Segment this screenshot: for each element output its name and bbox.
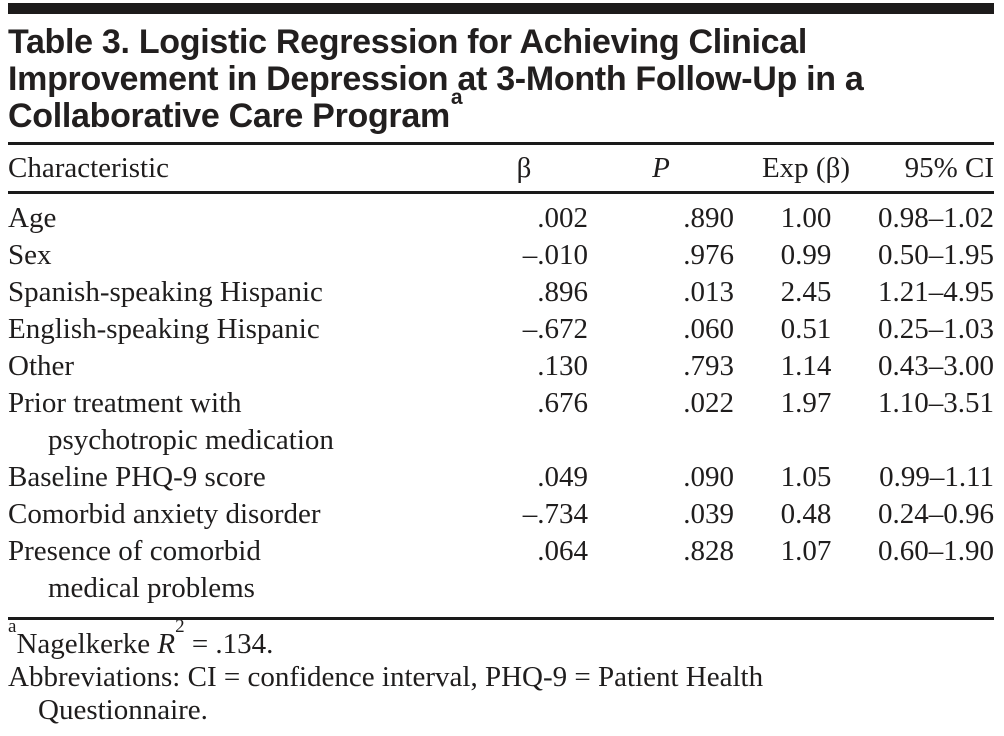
row-label: English-speaking Hispanic [8,313,320,345]
header-characteristic: Characteristic [8,151,170,184]
row-label-line-1: Presence of comorbid [8,535,261,567]
table-top-bar [8,3,994,14]
row-p-value: .793 [683,350,734,382]
footnote-text: Nagelkerke [16,628,158,660]
table-row: Presence of comorbid medical problems .0… [8,533,994,611]
row-95-ci: 1.21–4.95 [878,276,994,308]
row-95-ci: 0.25–1.03 [878,313,994,345]
row-beta: .002 [537,202,588,234]
row-p-value: .060 [683,313,734,345]
row-label: Spanish-speaking Hispanic [8,276,323,308]
table-header-row: Characteristic β P Exp (β) 95% CI [8,145,994,191]
table-title-footnote-marker: a [450,85,463,109]
table-row: Age .002 .890 1.00 0.98–1.02 [8,194,994,237]
row-exp-beta: 1.05 [780,461,832,493]
row-p-value: .976 [683,239,734,271]
table-title-line-1: Table 3. Logistic Regression for Achievi… [8,23,807,61]
regression-table-body: Age .002 .890 1.00 0.98–1.02 Sex –.010 .… [8,194,994,611]
row-exp-beta: 0.99 [780,239,832,271]
table-row: Baseline PHQ-9 score .049 .090 1.05 0.99… [8,459,994,496]
table-row: Spanish-speaking Hispanic .896 .013 2.45… [8,274,994,311]
row-exp-beta: 1.14 [780,350,832,382]
row-95-ci: 1.10–3.51 [878,387,994,419]
row-beta: .130 [537,350,588,382]
row-label: Sex [8,239,52,271]
row-p-value: .828 [683,535,734,567]
table-row: English-speaking Hispanic –.672 .060 0.5… [8,311,994,348]
row-label-line-2: medical problems [48,572,255,604]
table-title-line-3: Collaborative Care Programa [8,87,994,135]
table-row: Other .130 .793 1.14 0.43–3.00 [8,348,994,385]
row-p-value: .013 [683,276,734,308]
row-95-ci: 0.24–0.96 [878,498,994,530]
rule-above-footnotes [8,617,994,620]
table-title-line-3-text: Collaborative Care Program [8,97,450,135]
header-p-value: P [652,151,670,184]
row-p-value: .890 [683,202,734,234]
table-row: Sex –.010 .976 0.99 0.50–1.95 [8,237,994,274]
rule-below-header [8,191,994,194]
rule-below-title [8,142,994,145]
table-title: Table 3. Logistic Regression for Achievi… [8,24,994,135]
r-squared-exponent: 2 [175,616,185,638]
table-row: Prior treatment with psychotropic medica… [8,385,994,459]
row-exp-beta: 1.00 [780,202,832,234]
row-label: Comorbid anxiety disorder [8,498,321,530]
row-label: Presence of comorbid medical problems [8,533,460,611]
row-beta: –.010 [522,239,588,271]
row-beta: –.734 [522,498,588,530]
row-95-ci: 0.98–1.02 [878,202,994,234]
r-squared-symbol: R [157,628,176,660]
row-beta: .896 [537,276,588,308]
row-95-ci: 0.99–1.11 [879,461,994,493]
footnote-nagelkerke: aNagelkerke R2 = .134. [8,617,994,661]
footnote-value: = .134. [184,628,274,660]
row-exp-beta: 0.48 [780,498,832,530]
table-title-line-2: Improvement in Depression at 3-Month Fol… [8,60,864,98]
row-p-value: .090 [683,461,734,493]
row-95-ci: 0.60–1.90 [878,535,994,567]
row-95-ci: 0.43–3.00 [878,350,994,382]
row-label: Age [8,202,57,234]
row-beta: .064 [537,535,588,567]
table-footnotes: aNagelkerke R2 = .134. Abbreviations: CI… [8,617,994,727]
row-label-line-1: Prior treatment with [8,387,242,419]
row-beta: .049 [537,461,588,493]
row-95-ci: 0.50–1.95 [878,239,994,271]
row-label: Baseline PHQ-9 score [8,461,266,493]
row-exp-beta: 2.45 [780,276,832,308]
table-row: Comorbid anxiety disorder –.734 .039 0.4… [8,496,994,533]
row-exp-beta: 0.51 [780,313,832,345]
row-label-line-2: psychotropic medication [48,424,334,456]
footnote-abbreviations-line-2: Questionnaire. [38,694,208,726]
row-label: Other [8,350,75,382]
row-beta: –.672 [522,313,588,345]
row-p-value: .039 [683,498,734,530]
header-beta: β [516,151,532,184]
row-p-value: .022 [683,387,734,419]
row-beta: .676 [537,387,588,419]
header-95-ci: 95% CI [904,151,994,184]
footnote-abbreviations-line-1: Abbreviations: CI = confidence interval,… [8,661,764,693]
footnote-marker-a: a [8,616,17,638]
row-label: Prior treatment with psychotropic medica… [8,385,460,459]
row-exp-beta: 1.07 [780,535,832,567]
header-exp-beta: Exp (β) [761,151,851,184]
regression-table: Characteristic β P Exp (β) 95% CI [8,145,994,191]
row-exp-beta: 1.97 [780,387,832,419]
